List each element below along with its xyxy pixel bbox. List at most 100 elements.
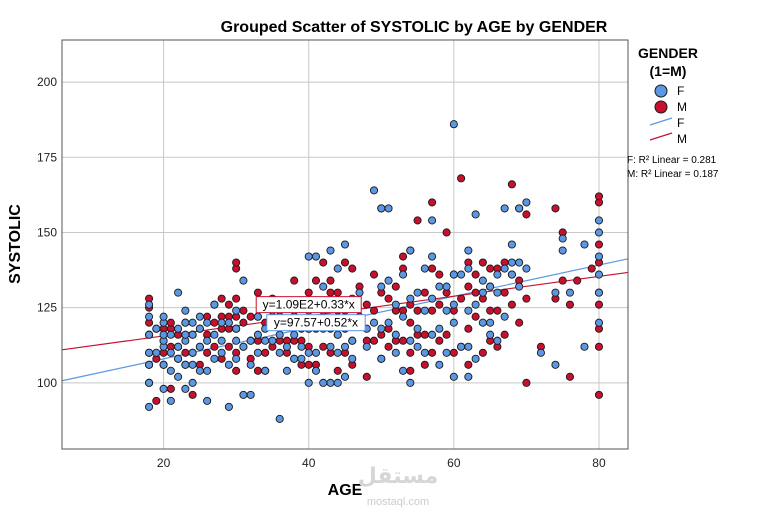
point-m (290, 276, 299, 285)
point-f (174, 372, 183, 381)
point-f (515, 258, 524, 267)
point-f (457, 342, 466, 351)
point-f (486, 282, 495, 291)
point-f (181, 330, 190, 339)
point-m (326, 288, 335, 297)
point-f (261, 336, 270, 345)
point-m (493, 306, 502, 315)
point-m (210, 318, 219, 327)
point-m (471, 288, 480, 297)
point-f (507, 240, 516, 249)
point-m (471, 270, 480, 279)
point-m (210, 342, 219, 351)
point-m (565, 372, 574, 381)
point-f (166, 348, 175, 357)
point-m (304, 288, 313, 297)
point-m (500, 288, 509, 297)
point-f (195, 324, 204, 333)
point-f (384, 318, 393, 327)
point-m (239, 318, 248, 327)
data-points (145, 120, 604, 423)
point-m (457, 174, 466, 183)
point-f (203, 318, 212, 327)
point-f (203, 366, 212, 375)
point-f (391, 348, 400, 357)
point-f (420, 264, 429, 273)
point-f (580, 342, 589, 351)
point-f (333, 264, 342, 273)
point-m (464, 282, 473, 291)
point-m (587, 264, 596, 273)
point-f (253, 330, 262, 339)
point-f (297, 354, 306, 363)
fit-equation-m: y=1.09E2+0.33*x (263, 298, 355, 312)
point-f (333, 330, 342, 339)
point-f (275, 414, 284, 423)
point-f (428, 216, 437, 225)
point-f (239, 342, 248, 351)
point-f (290, 354, 299, 363)
point-f (195, 366, 204, 375)
x-axis-title: AGE (328, 482, 363, 499)
point-f (377, 204, 386, 213)
point-m (253, 366, 262, 375)
fit-equation-box-m (255, 296, 362, 314)
point-f (435, 324, 444, 333)
point-m (181, 348, 190, 357)
point-m (152, 396, 161, 405)
point-f (188, 348, 197, 357)
point-m (232, 294, 241, 303)
point-f (500, 312, 509, 321)
point-f (174, 324, 183, 333)
point-f (471, 300, 480, 309)
point-f (471, 210, 480, 219)
point-m (166, 318, 175, 327)
point-f (340, 342, 350, 351)
point-f (348, 354, 357, 363)
legend-marker-f (654, 84, 668, 98)
point-m (500, 330, 509, 339)
point-f (355, 288, 364, 297)
legend-label-marker-f: F (677, 84, 684, 98)
point-f (311, 348, 321, 357)
point-m (391, 282, 400, 291)
point-f (333, 348, 342, 357)
point-m (594, 390, 604, 399)
point-f (493, 336, 502, 345)
point-f (420, 306, 429, 315)
point-f (399, 270, 408, 279)
point-f (275, 348, 284, 357)
point-f (580, 240, 589, 249)
legend-label-marker-m: M (677, 100, 687, 114)
legend-line-m (649, 132, 673, 141)
point-m (428, 306, 437, 315)
point-m (384, 294, 393, 303)
point-f (442, 348, 451, 357)
point-f (384, 276, 393, 285)
point-f (399, 312, 408, 321)
point-f (340, 240, 350, 249)
point-f (464, 342, 473, 351)
point-f (181, 384, 190, 393)
point-f (232, 306, 241, 315)
point-f (478, 318, 487, 327)
point-f (174, 354, 183, 363)
point-m (442, 228, 451, 237)
fit-equation-f: y=97.57+0.52*x (274, 316, 358, 330)
point-m (522, 294, 531, 303)
point-f (253, 312, 262, 321)
point-m (594, 192, 604, 201)
point-f (428, 330, 437, 339)
point-f (522, 198, 531, 207)
point-m (333, 366, 342, 375)
point-f (188, 330, 197, 339)
point-m (348, 264, 357, 273)
point-f (536, 348, 545, 357)
point-f (551, 288, 560, 297)
point-f (145, 402, 154, 411)
point-m (471, 312, 480, 321)
point-f (369, 318, 379, 327)
point-f (449, 372, 458, 381)
point-f (406, 246, 415, 255)
point-f (420, 348, 429, 357)
